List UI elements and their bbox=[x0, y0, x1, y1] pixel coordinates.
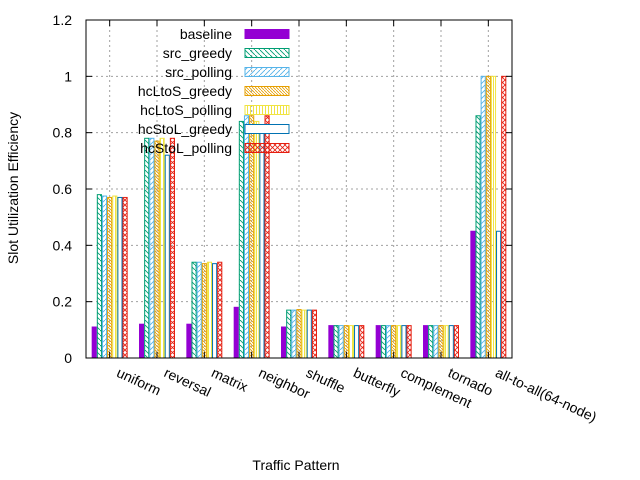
legend-swatch-src_greedy bbox=[244, 48, 290, 58]
bar-hcLtoS_polling-neighbor bbox=[254, 120, 260, 359]
bar-src_polling-shuffle bbox=[291, 309, 297, 359]
bar-baseline-shuffle bbox=[281, 326, 287, 359]
bar-src_greedy-matrix bbox=[191, 261, 197, 359]
bar-hcStoL_polling-reversal bbox=[169, 137, 175, 359]
bar-hcStoL_greedy-complement bbox=[401, 325, 407, 359]
legend-swatch-hcStoL_polling bbox=[244, 143, 290, 153]
bar-src_polling-reversal bbox=[149, 137, 155, 359]
bar-hcStoL_polling-uniform bbox=[122, 196, 128, 359]
bar-src_polling-uniform bbox=[101, 195, 108, 359]
legend-label-src_greedy: src_greedy bbox=[163, 45, 232, 61]
x-tick-label: butterfly bbox=[351, 364, 403, 400]
bar-src_greedy-neighbor bbox=[238, 120, 244, 359]
bar-src_greedy-complement bbox=[380, 325, 386, 359]
bar-src_greedy-uniform bbox=[96, 194, 102, 359]
bar-src_greedy-tornado bbox=[428, 325, 434, 359]
x-tick-label: neighbor bbox=[256, 364, 312, 402]
x-tick-label: matrix bbox=[209, 364, 250, 395]
legend-swatch-src_polling bbox=[244, 67, 290, 77]
bar-baseline-uniform bbox=[91, 326, 97, 359]
x-tick-label: all-to-all(64-node) bbox=[493, 364, 599, 425]
y-tick-label: 0.6 bbox=[53, 181, 73, 197]
bar-hcLtoS_polling-tornado bbox=[443, 325, 449, 359]
bar-hcLtoS_polling-reversal bbox=[159, 137, 165, 359]
legend-swatch-baseline bbox=[244, 29, 290, 39]
x-tick-label: uniform bbox=[114, 364, 163, 398]
bar-src_polling-butterfly bbox=[338, 325, 344, 359]
legend-swatch-hcStoL_greedy bbox=[244, 124, 290, 134]
legend-label-src_polling: src_polling bbox=[165, 64, 232, 80]
bar-hcLtoS_greedy-reversal bbox=[154, 140, 160, 359]
bar-hcStoL_polling-matrix bbox=[217, 261, 223, 359]
bar-hcLtoS_greedy-shuffle bbox=[296, 309, 302, 359]
y-tick-label: 0 bbox=[64, 350, 72, 366]
bar-hcStoL_greedy-butterfly bbox=[354, 325, 360, 359]
bar-hcStoL_greedy-shuffle bbox=[306, 309, 312, 359]
bar-baseline-all-to-all(64-node) bbox=[470, 230, 476, 359]
bar-hcLtoS_polling-shuffle bbox=[301, 309, 307, 359]
bar-hcStoL_polling-tornado bbox=[453, 325, 459, 359]
bar-hcStoL_polling-all-to-all(64-node) bbox=[501, 75, 507, 359]
bar-hcLtoS_polling-butterfly bbox=[348, 325, 355, 359]
x-tick-label: reversal bbox=[162, 364, 214, 400]
bar-hcLtoS_polling-complement bbox=[396, 325, 402, 359]
bar-src_greedy-reversal bbox=[144, 137, 150, 359]
bar-baseline-neighbor bbox=[233, 306, 239, 359]
bar-hcStoL_polling-complement bbox=[406, 325, 412, 359]
bar-src_greedy-butterfly bbox=[333, 325, 339, 359]
y-tick-label: 1.2 bbox=[53, 12, 73, 28]
y-axis-title: Slot Utilization Efficiency bbox=[5, 112, 21, 264]
bar-hcStoL_greedy-neighbor bbox=[259, 126, 265, 359]
bar-src_greedy-all-to-all(64-node) bbox=[475, 115, 481, 359]
bar-baseline-reversal bbox=[139, 323, 145, 359]
bar-baseline-matrix bbox=[186, 323, 192, 359]
bar-hcStoL_polling-shuffle bbox=[311, 309, 317, 359]
bar-hcStoL_greedy-reversal bbox=[164, 154, 170, 359]
bar-hcLtoS_polling-matrix bbox=[206, 261, 213, 359]
bars bbox=[91, 75, 507, 359]
bar-hcLtoS_greedy-matrix bbox=[201, 263, 207, 359]
y-tick-label: 1 bbox=[64, 68, 72, 84]
bar-hcLtoS_greedy-all-to-all(64-node) bbox=[485, 75, 491, 359]
bar-src_polling-matrix bbox=[196, 261, 202, 359]
bar-hcStoL_greedy-uniform bbox=[117, 196, 123, 359]
bar-hcLtoS_greedy-uniform bbox=[107, 196, 113, 359]
bar-hcLtoS_polling-all-to-all(64-node) bbox=[490, 75, 497, 359]
bar-hcLtoS_polling-uniform bbox=[112, 195, 118, 359]
bar-hcStoL_greedy-tornado bbox=[448, 325, 454, 359]
bar-hcStoL_greedy-matrix bbox=[212, 263, 218, 359]
bar-baseline-complement bbox=[375, 325, 381, 359]
y-tick-label: 0.4 bbox=[53, 237, 73, 253]
bar-baseline-butterfly bbox=[328, 325, 334, 359]
bar-hcStoL_greedy-all-to-all(64-node) bbox=[496, 230, 502, 359]
y-tick-label: 0.2 bbox=[53, 294, 73, 310]
legend-swatch-hcLtoS_greedy bbox=[244, 86, 290, 96]
x-axis-title: Traffic Pattern bbox=[252, 457, 339, 473]
legend-swatch-hcLtoS_polling bbox=[244, 105, 290, 115]
bar-hcStoL_polling-butterfly bbox=[359, 325, 365, 359]
bar-src_polling-complement bbox=[385, 325, 392, 359]
bar-baseline-tornado bbox=[423, 325, 429, 359]
y-axis-ticks: 0 0.2 0.4 0.6 0.8 1 1.2 bbox=[53, 12, 512, 366]
legend: baseline src_greedy src_polling hcLtoS_gree… bbox=[138, 26, 290, 156]
legend-label-hcStoL_greedy: hcStoL_greedy bbox=[138, 121, 232, 137]
legend-label-baseline: baseline bbox=[180, 26, 232, 42]
legend-label-hcLtoS_polling: hcLtoS_polling bbox=[140, 102, 232, 118]
y-tick-label: 0.8 bbox=[53, 125, 73, 141]
bar-src_greedy-shuffle bbox=[286, 309, 292, 359]
legend-label-hcLtoS_greedy: hcLtoS_greedy bbox=[138, 83, 232, 99]
bar-src_polling-tornado bbox=[433, 325, 439, 359]
bar-src_polling-all-to-all(64-node) bbox=[480, 75, 486, 359]
legend-label-hcStoL_polling: hcStoL_polling bbox=[140, 140, 232, 156]
